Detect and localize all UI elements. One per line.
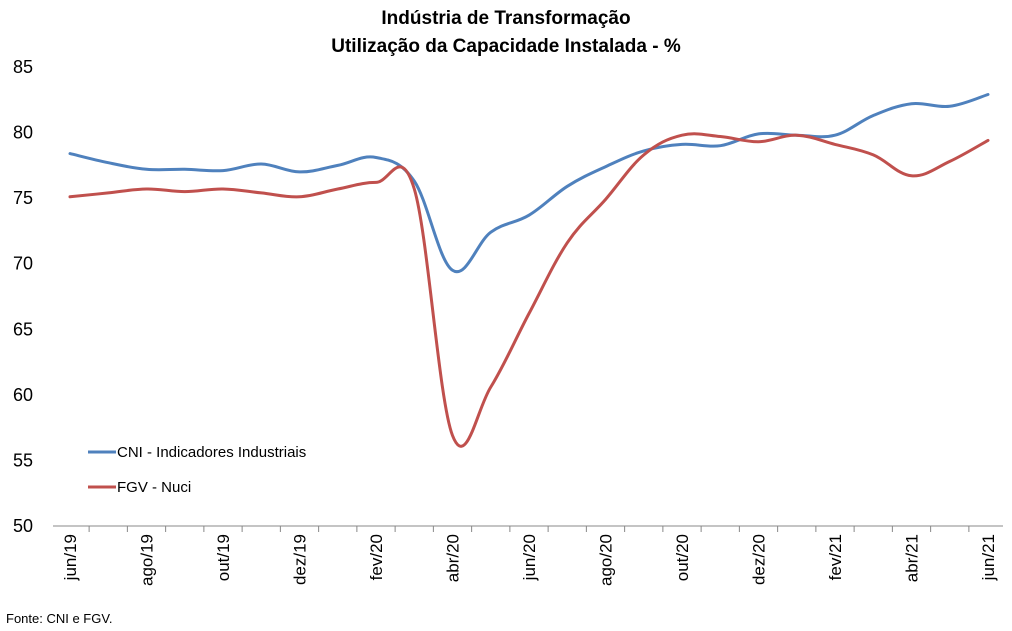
x-tick-label: ago/19 bbox=[138, 534, 157, 586]
x-tick-label: ago/20 bbox=[597, 534, 616, 586]
source-note: Fonte: CNI e FGV. bbox=[6, 611, 113, 626]
legend-label: FGV - Nuci bbox=[117, 479, 191, 496]
series-lines bbox=[68, 93, 990, 448]
chart-title: Indústria de Transformação bbox=[381, 8, 630, 29]
x-tick-label: out/20 bbox=[673, 534, 692, 581]
y-tick-label: 75 bbox=[13, 188, 33, 208]
x-axis-ticks: jun/19 ago/19 out/19 dez/19 fev/20 abr/20 jun/… bbox=[61, 526, 998, 586]
y-tick-label: 70 bbox=[13, 254, 33, 274]
y-tick-label: 65 bbox=[13, 319, 33, 339]
x-tick-label: fev/21 bbox=[826, 534, 845, 580]
x-tick-label: jun/20 bbox=[520, 534, 539, 581]
series-line-cni bbox=[68, 93, 990, 274]
x-tick-label: abr/21 bbox=[903, 534, 922, 582]
chart-subtitle: Utilização da Capacidade Instalada - % bbox=[331, 36, 681, 57]
x-tick-label: fev/20 bbox=[367, 534, 386, 580]
y-tick-label: 60 bbox=[13, 385, 33, 405]
x-tick-label: abr/20 bbox=[444, 534, 463, 582]
y-tick-label: 55 bbox=[13, 450, 33, 470]
y-axis-ticks: 50 55 60 65 70 75 80 85 bbox=[13, 57, 33, 536]
x-tick-label: jun/19 bbox=[61, 534, 80, 581]
series-line-fgv bbox=[68, 132, 990, 448]
x-tick-label: jun/21 bbox=[979, 534, 998, 581]
legend: CNI - Indicadores Industriais FGV - Nuci bbox=[88, 444, 306, 496]
y-tick-label: 50 bbox=[13, 516, 33, 536]
y-tick-label: 80 bbox=[13, 123, 33, 143]
x-tick-label: dez/20 bbox=[750, 534, 769, 585]
y-tick-label: 85 bbox=[13, 57, 33, 77]
x-tick-label: dez/19 bbox=[291, 534, 310, 585]
legend-label: CNI - Indicadores Industriais bbox=[117, 444, 306, 461]
x-tick-label: out/19 bbox=[214, 534, 233, 581]
